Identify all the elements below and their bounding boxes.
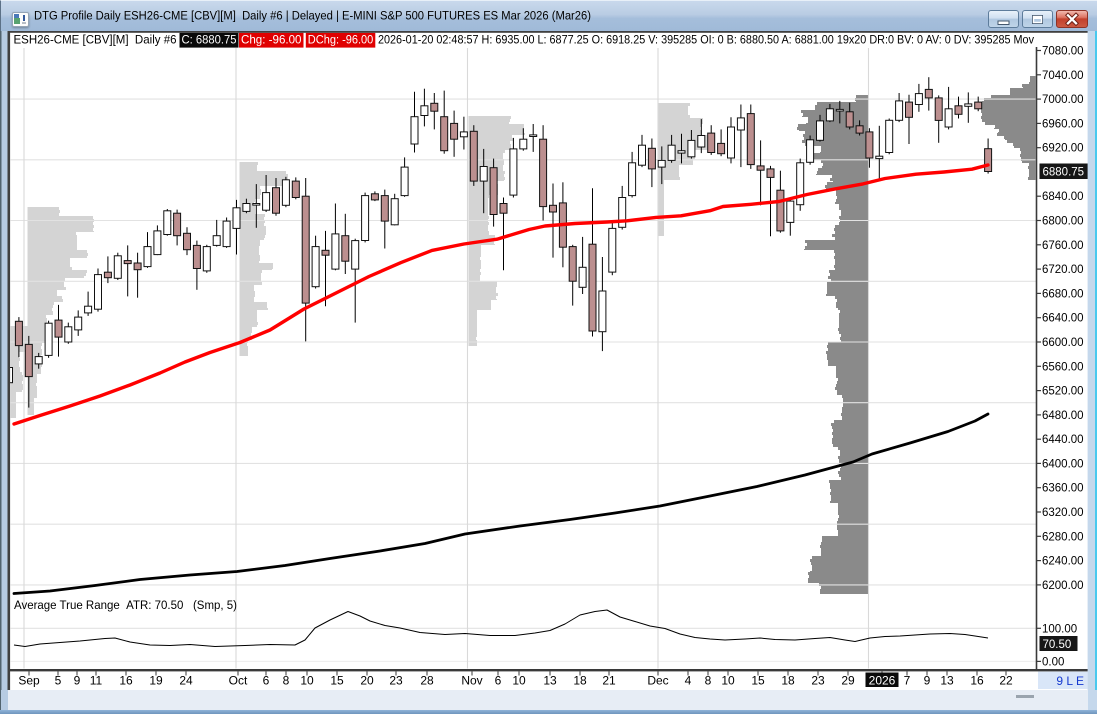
svg-text:10: 10 [512, 674, 526, 688]
svg-text:29: 29 [841, 674, 855, 688]
svg-text:13: 13 [940, 674, 954, 688]
svg-text:20: 20 [360, 674, 374, 688]
svg-text:2026: 2026 [869, 674, 896, 688]
svg-text:Average True Range ATR: 70.50: Average True Range ATR: 70.50 (Smp, 5) [14, 598, 237, 612]
svg-text:6: 6 [263, 674, 270, 688]
svg-text:16: 16 [119, 674, 133, 688]
svg-text:13: 13 [543, 674, 557, 688]
svg-text:6320.00: 6320.00 [1042, 507, 1084, 519]
svg-text:6400.00: 6400.00 [1042, 458, 1084, 470]
svg-text:6: 6 [495, 674, 502, 688]
svg-text:0.00: 0.00 [1042, 656, 1064, 668]
svg-text:100.00: 100.00 [1042, 623, 1077, 635]
svg-text:4: 4 [685, 674, 692, 688]
svg-text:9 L E: 9 L E [1056, 674, 1084, 688]
svg-text:15: 15 [330, 674, 344, 688]
svg-text:6760.00: 6760.00 [1042, 240, 1084, 252]
svg-text:28: 28 [420, 674, 434, 688]
svg-text:6800.00: 6800.00 [1042, 216, 1084, 228]
svg-text:6680.00: 6680.00 [1042, 288, 1084, 300]
svg-text:6560.00: 6560.00 [1042, 361, 1084, 373]
svg-text:6200.00: 6200.00 [1042, 580, 1084, 592]
svg-text:21: 21 [602, 674, 616, 688]
svg-text:6480.00: 6480.00 [1042, 410, 1084, 422]
svg-text:6280.00: 6280.00 [1042, 531, 1084, 543]
svg-text:24: 24 [179, 674, 193, 688]
svg-text:7080.00: 7080.00 [1042, 46, 1084, 58]
svg-text:6720.00: 6720.00 [1042, 264, 1084, 276]
svg-text:7: 7 [904, 674, 911, 688]
svg-text:Sep: Sep [18, 674, 40, 688]
svg-text:7040.00: 7040.00 [1042, 70, 1084, 82]
svg-text:15: 15 [751, 674, 765, 688]
svg-text:6440.00: 6440.00 [1042, 434, 1084, 446]
svg-text:Chg: -96.00: Chg: -96.00 [241, 33, 302, 47]
svg-text:6240.00: 6240.00 [1042, 556, 1084, 568]
svg-text:9: 9 [74, 674, 81, 688]
svg-text:6360.00: 6360.00 [1042, 483, 1084, 495]
svg-text:10: 10 [721, 674, 735, 688]
svg-text:18: 18 [573, 674, 587, 688]
svg-text:6640.00: 6640.00 [1042, 313, 1084, 325]
svg-text:C: 6880.75: C: 6880.75 [182, 33, 237, 47]
svg-text:6920.00: 6920.00 [1042, 143, 1084, 155]
svg-text:22: 22 [999, 674, 1013, 688]
svg-text:7000.00: 7000.00 [1042, 94, 1084, 106]
svg-text:70.50: 70.50 [1043, 639, 1072, 651]
svg-text:5: 5 [55, 674, 62, 688]
svg-text:9: 9 [924, 674, 931, 688]
svg-text:18: 18 [781, 674, 795, 688]
svg-text:ESH26-CME [CBV][M] Daily #6: ESH26-CME [CBV][M] Daily #6 [14, 33, 177, 47]
svg-text:23: 23 [811, 674, 825, 688]
svg-text:6520.00: 6520.00 [1042, 386, 1084, 398]
svg-text:Oct: Oct [229, 674, 248, 688]
svg-text:6960.00: 6960.00 [1042, 118, 1084, 130]
svg-text:11: 11 [90, 674, 103, 688]
svg-text:2026-01-20 02:48:57 H: 6935.00: 2026-01-20 02:48:57 H: 6935.00 L: 6877.2… [378, 33, 1035, 47]
svg-text:23: 23 [389, 674, 403, 688]
svg-text:Nov: Nov [461, 674, 482, 688]
svg-text:8: 8 [283, 674, 290, 688]
svg-text:19: 19 [149, 674, 163, 688]
svg-text:8: 8 [705, 674, 712, 688]
svg-text:6880.75: 6880.75 [1043, 167, 1085, 179]
svg-text:Dec: Dec [647, 674, 668, 688]
svg-text:16: 16 [970, 674, 984, 688]
svg-text:6600.00: 6600.00 [1042, 337, 1084, 349]
svg-text:6840.00: 6840.00 [1042, 191, 1084, 203]
svg-text:DChg: -96.00: DChg: -96.00 [308, 33, 374, 47]
svg-text:DTG Profile Daily ESH26-CME [C: DTG Profile Daily ESH26-CME [CBV][M] Dai… [34, 9, 591, 23]
svg-text:10: 10 [300, 674, 314, 688]
